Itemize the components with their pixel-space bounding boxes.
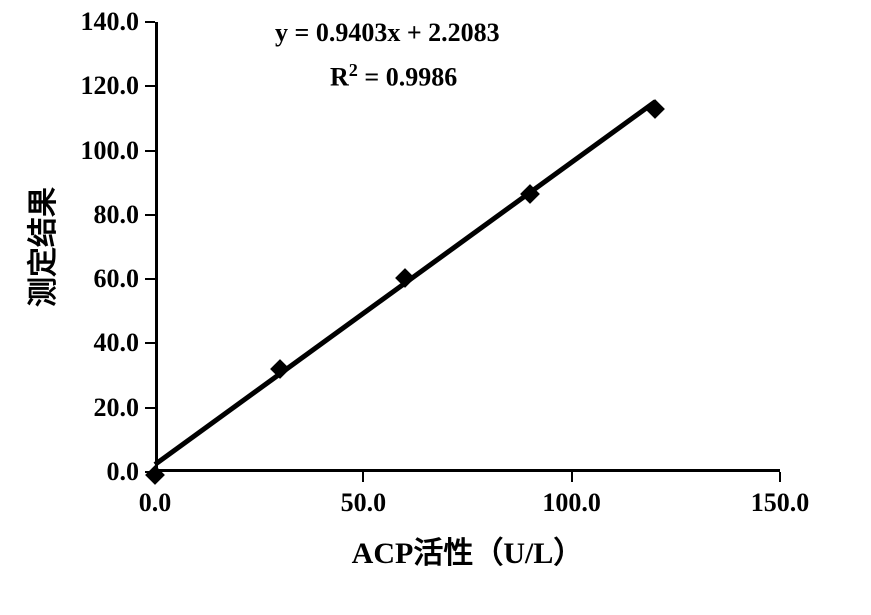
y-tick-label: 140.0 (81, 7, 140, 37)
y-tick-label: 0.0 (107, 457, 140, 487)
y-tick-mark (145, 85, 155, 87)
y-tick-label: 80.0 (94, 200, 140, 230)
y-tick-mark (145, 342, 155, 344)
y-tick-mark (145, 407, 155, 409)
x-tick-mark (362, 472, 364, 482)
x-tick-label: 100.0 (542, 488, 601, 518)
x-tick-mark (571, 472, 573, 482)
x-tick-mark (779, 472, 781, 482)
plot-area (155, 22, 780, 472)
equation-annotation: y = 0.9403x + 2.2083 (275, 18, 500, 48)
y-tick-label: 20.0 (94, 393, 140, 423)
y-tick-label: 100.0 (81, 136, 140, 166)
y-axis-title: 测定结果 (18, 187, 62, 307)
chart-container: 测定结果 ACP活性（U/L） y = 0.9403x + 2.2083 R2 … (0, 0, 871, 615)
y-tick-mark (145, 278, 155, 280)
y-tick-mark (145, 21, 155, 23)
r2-label: R (330, 63, 349, 92)
x-tick-label: 50.0 (341, 488, 387, 518)
r-squared-annotation: R2 = 0.9986 (330, 60, 457, 93)
y-tick-label: 40.0 (94, 328, 140, 358)
y-tick-mark (145, 150, 155, 152)
y-tick-label: 60.0 (94, 264, 140, 294)
y-tick-mark (145, 214, 155, 216)
r2-rest: = 0.9986 (358, 63, 457, 92)
x-tick-label: 150.0 (751, 488, 810, 518)
y-tick-label: 120.0 (81, 71, 140, 101)
r2-exp: 2 (349, 60, 358, 80)
x-axis-title: ACP活性（U/L） (352, 528, 584, 572)
x-tick-label: 0.0 (139, 488, 172, 518)
